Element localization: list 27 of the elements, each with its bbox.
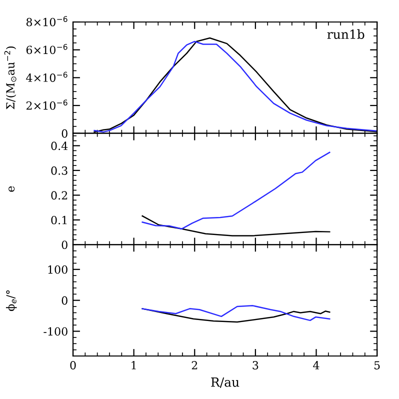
line-series (142, 152, 330, 230)
x-tick-label: 5 (374, 361, 380, 370)
line-series (142, 304, 330, 322)
annotation: run1b (327, 29, 364, 39)
x-tick-label: 2 (192, 361, 198, 370)
x-tick-label: 0 (70, 361, 76, 370)
y-tick-label: 100 (48, 265, 68, 274)
y-tick-label: 4×10$^{−6}$ (26, 72, 68, 82)
x-axis-title: R/au (211, 378, 240, 388)
y-tick-label: -100 (44, 327, 68, 336)
y-tick-label: 0.2 (51, 191, 68, 200)
y-tick-label: 2×10$^{−6}$ (26, 100, 68, 110)
y-axis-title: ϕ$_{e}$/° (6, 290, 17, 311)
y-axis-title: e (8, 186, 15, 192)
y-tick-label: 0.1 (51, 216, 67, 224)
x-tick-label: 3 (252, 361, 258, 370)
y-tick-label: 0 (62, 129, 68, 138)
y-tick-label: 0.3 (51, 166, 68, 175)
y-tick-label: 6×10$^{−6}$ (26, 44, 68, 54)
x-tick-label: 4 (313, 361, 320, 370)
line-series (142, 308, 330, 323)
y-tick-label: 8×10$^{−6}$ (26, 16, 68, 26)
x-tick-label: 1 (132, 361, 136, 370)
y-tick-label: 0 (62, 240, 68, 250)
y-axis-title: Σ/(M$_{⊙}$au$^{−2}$) (4, 46, 16, 110)
y-tick-label: 0 (62, 296, 68, 305)
y-tick-label: 0.4 (51, 142, 68, 150)
